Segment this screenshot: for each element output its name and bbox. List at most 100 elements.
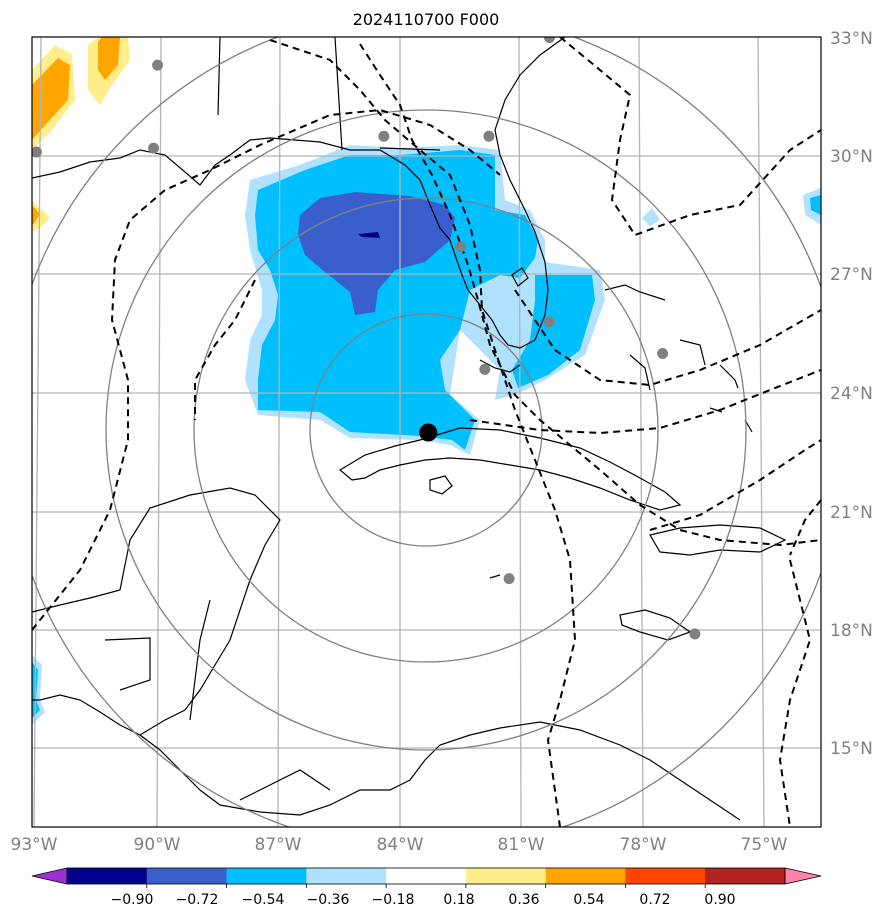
lon-labels: 93°W 90°W 87°W 84°W 81°W 78°W 75°W [11,835,788,855]
ca-border-1 [239,769,331,801]
contour-fill-orange-n [98,37,120,80]
hispaniola [649,524,787,556]
station-marker [455,241,467,253]
stations [32,37,701,640]
colorbar-tick-label: −0.54 [242,892,285,908]
contour-fill-navy [358,232,380,238]
lon-label: 84°W [377,835,424,855]
station-marker [378,130,390,142]
bahamas-1 [604,284,666,301]
bahamas-2 [679,339,706,366]
contour-line-se [649,439,821,531]
map-border [31,36,822,828]
yucatan [32,487,281,736]
storm-center-marker [419,423,438,442]
colorbar-extend-high [784,867,822,885]
contour-line-far-east [778,559,812,827]
colorbar-segment [67,868,148,884]
us-state-border-1 [217,37,221,116]
bahamas-5 [709,407,723,413]
cayman [489,574,501,579]
station-marker [543,316,555,328]
colorbar-tick-label: 0.18 [443,892,474,908]
jamaica [619,609,692,641]
contour-fill-royal-blue [298,192,455,315]
colorbar-border [66,867,786,885]
bahamas-4 [629,354,651,391]
us-state-border-3 [379,147,441,151]
colorbar-tick-label: −0.36 [307,892,350,908]
coastlines [32,37,787,821]
contour-line-bahamas [514,289,821,387]
lat-label: 33°N [830,29,873,49]
dashed-contours [32,37,821,827]
central-america [139,721,741,821]
colorbar-segment [386,868,467,884]
contour-fill-orange-w [32,205,40,224]
contour-fill-small-patch [642,208,660,226]
lat-label: 21°N [830,503,873,523]
colorbar-segments [31,867,822,888]
lat-labels: 33°N 30°N 27°N 24°N 21°N 18°N 15°N [830,29,873,759]
lon-label: 90°W [134,835,181,855]
station-marker [689,628,701,640]
station-marker [479,363,491,375]
bahamas-3 [719,364,739,389]
contour-line-west-inner [194,279,256,420]
colorbar-tick-label: 0.72 [639,892,670,908]
station-marker [483,130,495,142]
lon-label: 81°W [498,835,545,855]
contour-fill-e-patch-inner [810,195,821,215]
shaded-field [32,37,821,725]
colorbar-tick-label: 0.36 [508,892,539,908]
colorbar-tick-label: 0.54 [573,892,604,908]
contour-fill-orange-nw [32,58,70,140]
lake-okeechobee [511,267,529,287]
colorbar-tick-label: −0.90 [111,892,154,908]
contour-fill-yellow-w [32,200,50,232]
station-marker [657,348,669,359]
colorbar-segment [146,868,228,884]
lat-label: 15°N [830,739,873,759]
lon-label: 93°W [11,835,58,855]
colorbar-segment [705,868,786,884]
us-gulf-coast [32,37,566,349]
map-title: 2024110700 F000 [352,10,500,29]
lat-label: 30°N [830,147,873,167]
isle-of-youth [429,475,453,495]
station-marker [152,59,164,71]
map-area [32,37,821,827]
colorbar-segment [625,868,706,884]
lon-label: 87°W [255,835,302,855]
colorbar-tick-label: 0.90 [704,892,735,908]
colorbar: −0.90 −0.72 −0.54 −0.36 −0.18 0.18 0.36 … [31,867,822,908]
gridlines [32,37,821,827]
station-marker [32,146,42,158]
contour-fill-sky-blue-2 [512,275,595,388]
contour-line-north [269,39,577,827]
colorbar-tick-label: −0.18 [372,892,415,908]
colorbar-segment [465,868,547,884]
colorbar-segment [306,868,387,884]
contour-line-e2 [789,499,821,556]
mex-border-1 [104,637,151,691]
lat-label: 18°N [830,621,873,641]
lat-label: 27°N [830,265,873,285]
colorbar-segment [226,868,307,884]
colorbar-tick-label: −0.72 [176,892,219,908]
contour-fill-sw-patch-inner [32,662,40,718]
lon-label: 78°W [620,835,667,855]
colorbar-extend-low [31,867,68,885]
contour-line-ne [559,37,821,237]
colorbar-labels: −0.90 −0.72 −0.54 −0.36 −0.18 0.18 0.36 … [111,892,736,908]
lat-label: 24°N [830,384,873,404]
station-marker [148,142,160,154]
contour-line-center [359,43,821,547]
station-marker [503,573,515,585]
station-marker [543,37,555,43]
us-state-border-2 [334,37,343,151]
lon-label: 75°W [741,835,788,855]
mex-border-2 [189,599,211,721]
colorbar-segment [545,868,626,884]
